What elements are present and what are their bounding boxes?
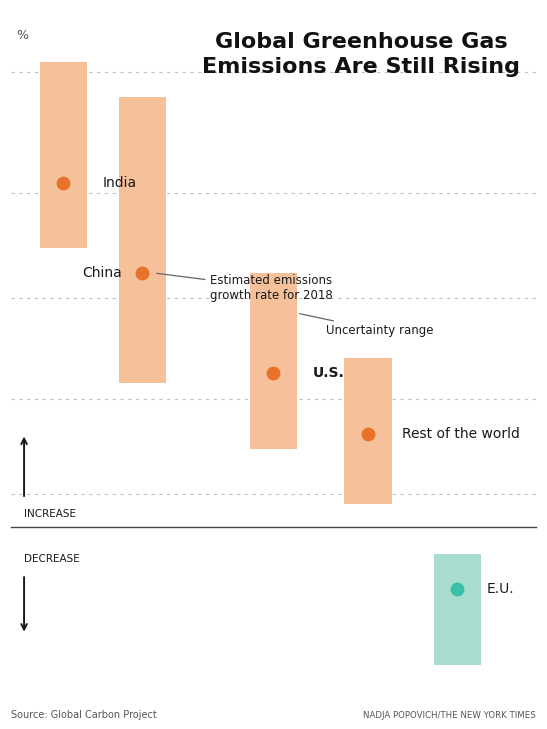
Bar: [40, 62, 87, 248]
Text: Uncertainty range: Uncertainty range: [300, 313, 434, 338]
Text: NADJA POPOVICH/THE NEW YORK TIMES: NADJA POPOVICH/THE NEW YORK TIMES: [363, 712, 536, 720]
Bar: [250, 273, 297, 449]
Text: U.S.: U.S.: [313, 367, 345, 381]
Text: Estimated emissions
growth rate for 2018: Estimated emissions growth rate for 2018: [157, 273, 333, 302]
Text: Rest of the world: Rest of the world: [402, 426, 520, 440]
Text: Global Greenhouse Gas
Emissions Are Still Rising: Global Greenhouse Gas Emissions Are Stil…: [202, 32, 520, 77]
Bar: [119, 97, 166, 383]
Text: %: %: [16, 29, 28, 42]
Bar: [345, 359, 392, 504]
Bar: [434, 554, 481, 665]
Text: India: India: [103, 176, 137, 190]
Text: E.U.: E.U.: [486, 582, 514, 596]
Text: DECREASE: DECREASE: [24, 554, 80, 564]
Text: Source: Global Carbon Project: Source: Global Carbon Project: [11, 710, 156, 720]
Text: China: China: [82, 266, 121, 280]
Text: INCREASE: INCREASE: [24, 509, 76, 519]
